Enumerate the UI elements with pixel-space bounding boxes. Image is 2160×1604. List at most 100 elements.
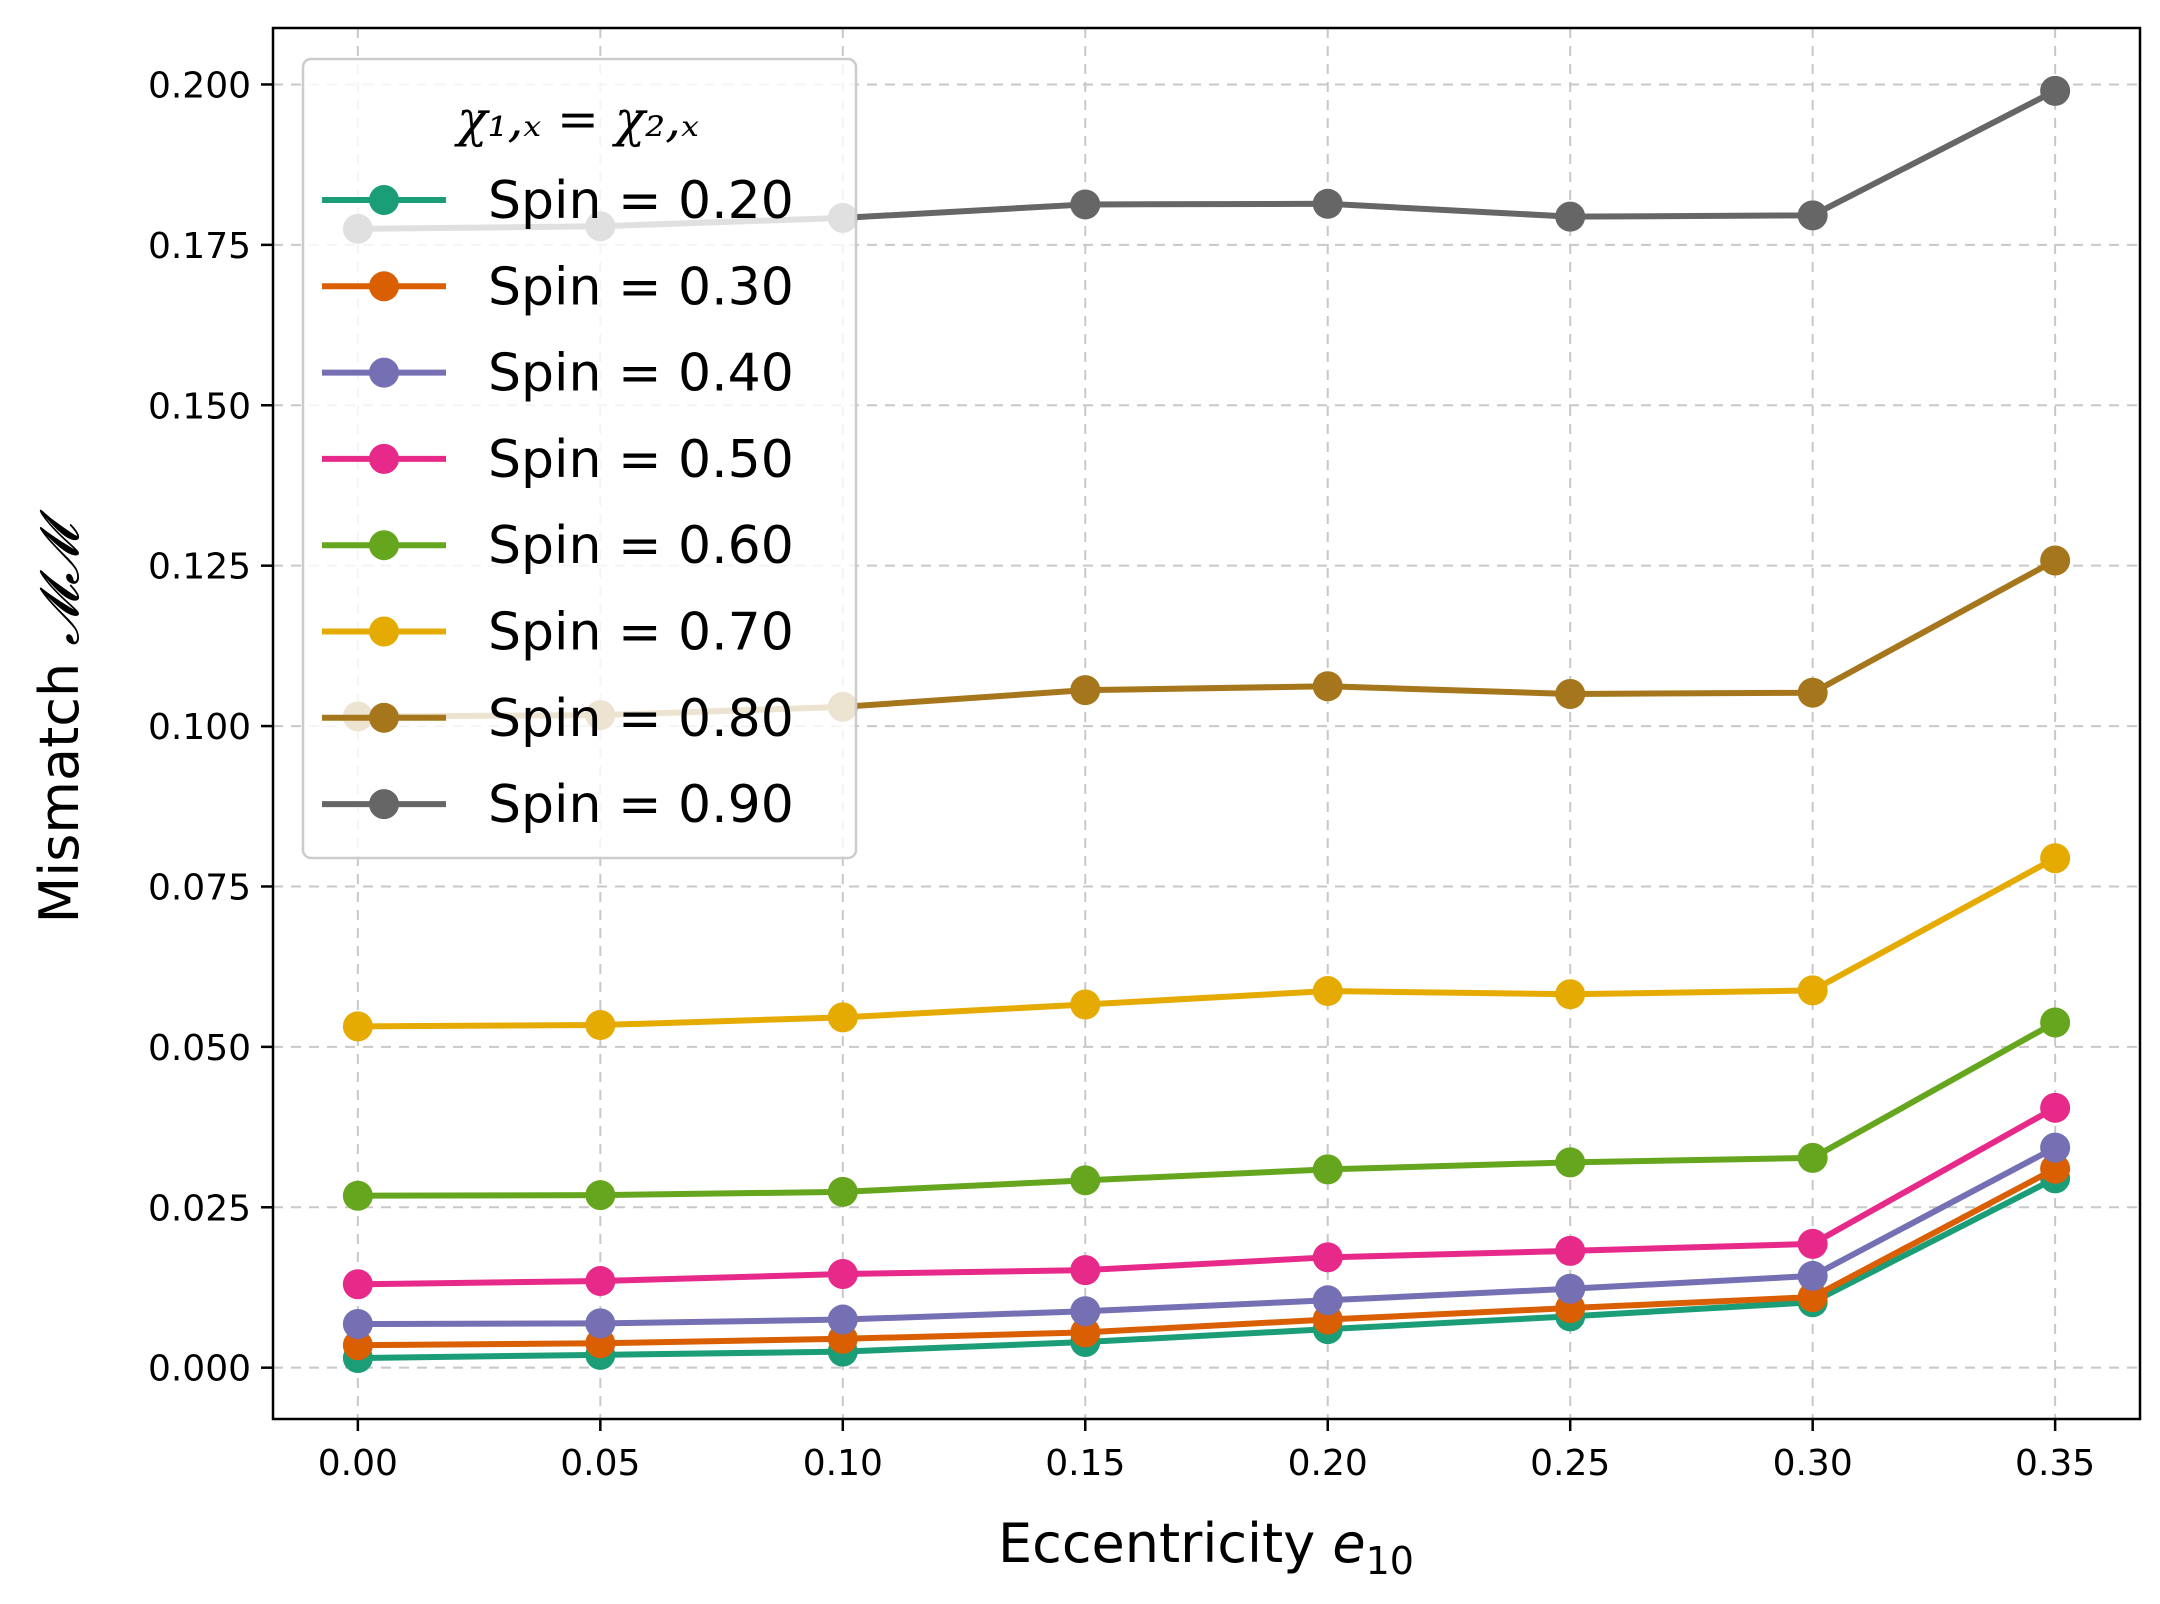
data-point <box>1070 1165 1101 1196</box>
data-point <box>1797 975 1828 1006</box>
y-tick-label: 0.000 <box>148 1349 251 1390</box>
series-spin-0-40 <box>342 1132 2071 1340</box>
data-point <box>1555 1147 1586 1178</box>
y-axis-title-main: Mismatch <box>28 646 91 924</box>
data-point <box>1312 188 1343 219</box>
data-point <box>1555 1235 1586 1266</box>
x-tick-label: 0.05 <box>560 1443 640 1484</box>
x-tick-label: 0.15 <box>1045 1443 1125 1484</box>
data-point <box>1312 976 1343 1007</box>
legend-label: Spin = 0.50 <box>488 430 794 490</box>
data-point <box>1555 1273 1586 1304</box>
data-point <box>1797 677 1828 708</box>
data-point <box>1555 678 1586 709</box>
series-spin-0-50 <box>342 1092 2071 1300</box>
series-line <box>357 1105 2057 1288</box>
legend-marker <box>369 271 399 302</box>
data-point <box>342 1330 373 1361</box>
x-axis-title-var: e <box>1332 1512 1365 1575</box>
data-point <box>1070 675 1101 706</box>
legend-label: Spin = 0.20 <box>488 171 794 231</box>
y-axis-ticks: 0.000 0.025 0.050 0.075 0.100 0.125 0.150 0.175… <box>148 65 273 1390</box>
data-point <box>1555 201 1586 232</box>
data-point <box>342 1180 373 1211</box>
y-tick-label: 0.125 <box>148 547 251 588</box>
data-point <box>342 1309 373 1340</box>
legend-marker <box>369 443 399 474</box>
data-point <box>1797 1228 1828 1259</box>
data-point <box>1797 1282 1828 1313</box>
data-point <box>1070 1317 1101 1348</box>
data-point <box>1070 1296 1101 1327</box>
y-axis-title: Mismatch 𝓜𝓜 <box>28 509 91 923</box>
data-point <box>585 1308 616 1339</box>
data-point <box>2040 75 2071 106</box>
y-tick-label: 0.075 <box>148 867 251 908</box>
data-point <box>827 1304 858 1335</box>
data-point <box>585 1180 616 1211</box>
plot-frame <box>271 26 2142 1421</box>
y-tick-label: 0.175 <box>148 226 251 267</box>
data-point <box>1312 1242 1343 1273</box>
data-point <box>585 1266 616 1297</box>
data-point <box>827 1176 858 1207</box>
legend-marker <box>369 185 399 215</box>
legend-label: Spin = 0.70 <box>488 603 794 663</box>
data-point <box>1070 989 1101 1020</box>
data-point <box>1797 200 1828 231</box>
y-axis-title-var: 𝓜𝓜 <box>28 509 91 645</box>
x-tick-label: 0.20 <box>1288 1443 1368 1484</box>
legend-marker <box>369 789 399 820</box>
x-axis-ticks: 0.00 0.05 0.10 0.15 0.20 0.25 0.30 0.35 <box>318 1419 2095 1484</box>
legend-marker <box>369 530 399 561</box>
data-point <box>1312 1285 1343 1316</box>
legend-title: χ₁,ₓ = χ₂,ₓ <box>454 90 699 148</box>
data-point <box>342 1011 373 1042</box>
data-point <box>2040 1007 2071 1038</box>
x-axis-title-main: Eccentricity <box>998 1512 1332 1575</box>
legend-label: Spin = 0.80 <box>488 689 794 749</box>
x-tick-label: 0.25 <box>1530 1443 1610 1484</box>
data-point <box>342 1269 373 1300</box>
y-tick-label: 0.200 <box>148 65 251 106</box>
series-line <box>357 855 2057 1030</box>
legend-label: Spin = 0.40 <box>488 344 794 404</box>
data-point <box>827 1002 858 1033</box>
data-point <box>2040 545 2071 576</box>
y-tick-label: 0.025 <box>148 1188 251 1229</box>
legend-box <box>301 57 858 860</box>
legend-items: Spin = 0.20 Spin = 0.30 Spin = 0.40 Spin = … <box>322 171 794 835</box>
data-point <box>2040 843 2071 874</box>
legend-marker <box>369 702 399 733</box>
data-point <box>2040 1092 2071 1123</box>
series-spin-0-30 <box>342 1153 2071 1361</box>
x-tick-label: 0.10 <box>803 1443 883 1484</box>
series-line <box>357 1175 2057 1362</box>
x-tick-label: 0.00 <box>318 1443 398 1484</box>
data-point <box>585 1010 616 1041</box>
data-point <box>1070 1255 1101 1286</box>
data-point <box>1312 1154 1343 1185</box>
legend-label: Spin = 0.60 <box>488 516 794 576</box>
legend-marker <box>369 616 399 647</box>
y-tick-label: 0.050 <box>148 1028 251 1069</box>
x-tick-label: 0.30 <box>1773 1443 1853 1484</box>
x-axis-title: Eccentricity e10 <box>998 1512 1414 1583</box>
y-tick-label: 0.150 <box>148 386 251 427</box>
data-point <box>1797 1260 1828 1291</box>
data-point <box>2040 1153 2071 1184</box>
legend-marker <box>369 357 399 388</box>
series-line <box>357 1166 2057 1349</box>
data-point <box>1312 671 1343 702</box>
series-line <box>357 1144 2057 1328</box>
series-layer <box>342 75 2071 1374</box>
series-spin-0-70 <box>342 843 2071 1042</box>
x-tick-label: 0.35 <box>2015 1443 2095 1484</box>
data-point <box>2040 1132 2071 1163</box>
data-point <box>1555 979 1586 1010</box>
y-tick-label: 0.100 <box>148 707 251 748</box>
legend-label: Spin = 0.30 <box>488 257 794 317</box>
x-axis-title-sub: 10 <box>1366 1539 1414 1583</box>
